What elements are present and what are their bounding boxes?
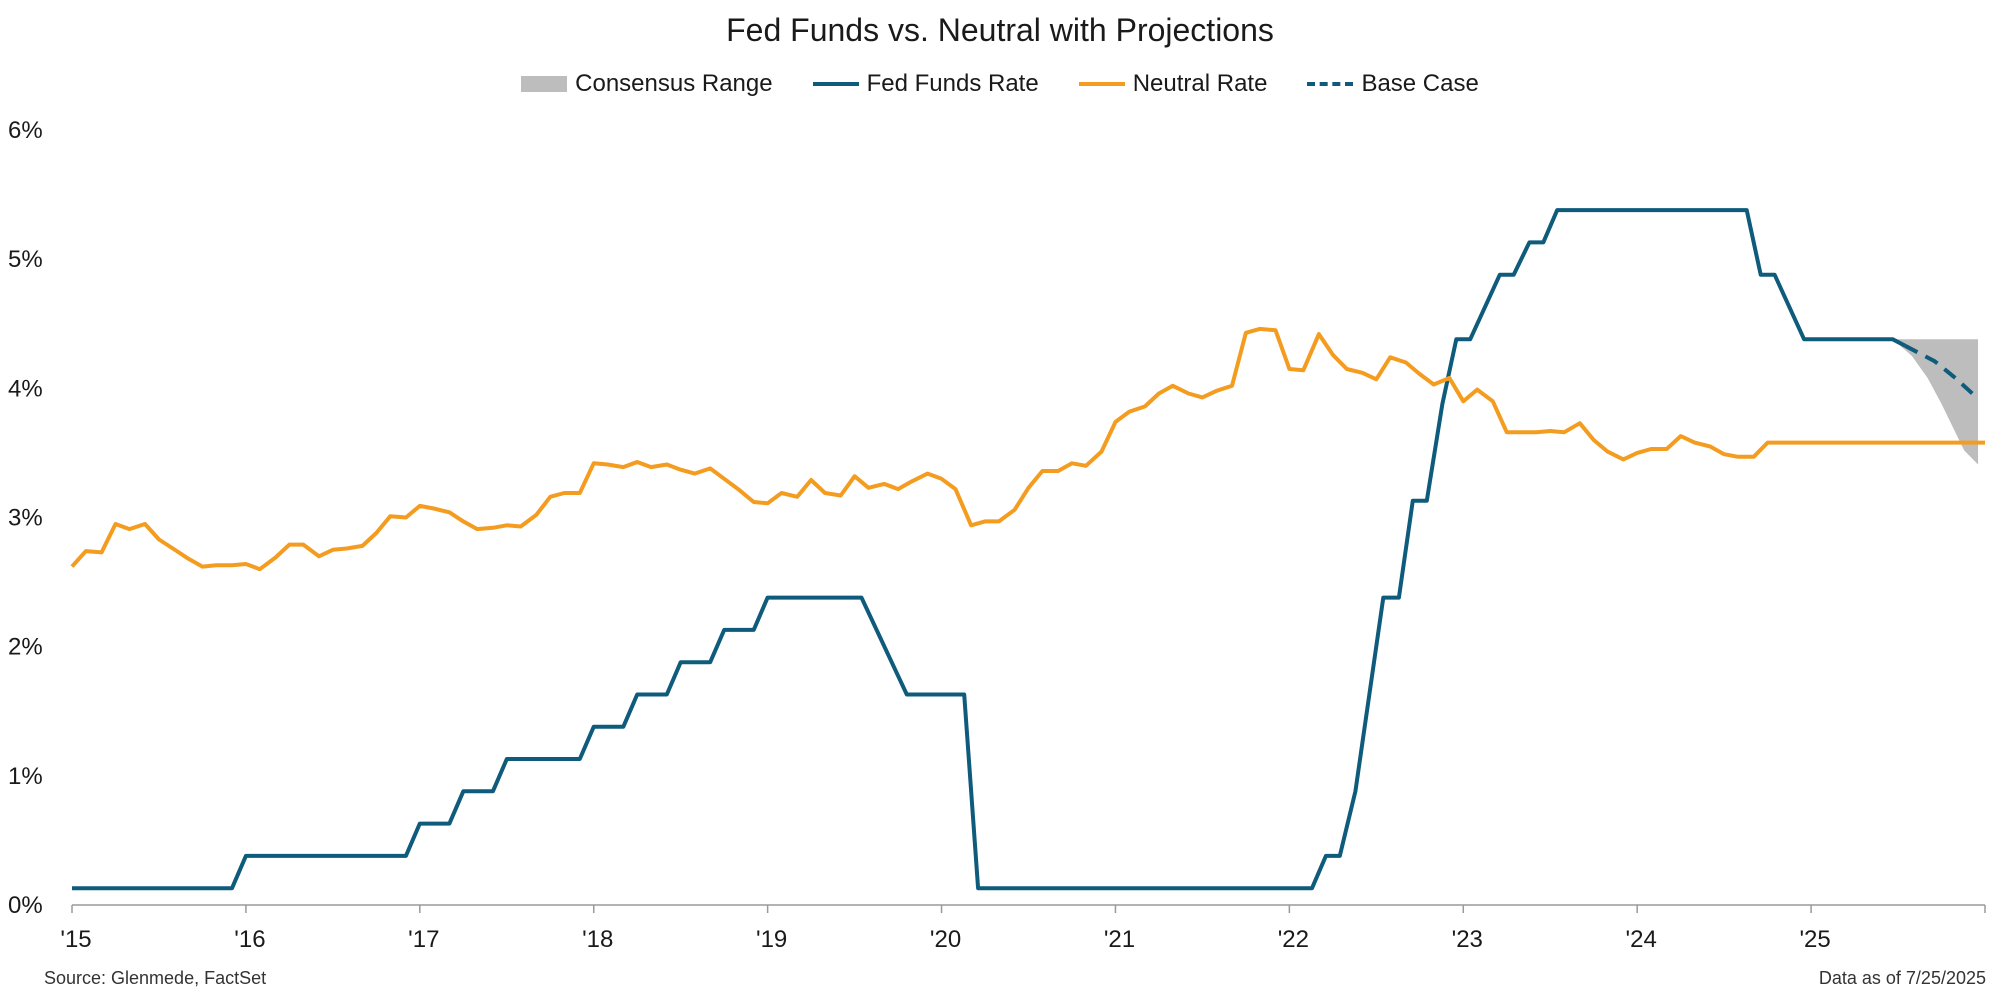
y-tick-label: 3% bbox=[8, 505, 43, 532]
x-tick-label: '16 bbox=[234, 926, 265, 953]
consensus-range-area bbox=[1892, 339, 1979, 465]
neutral-rate-line bbox=[70, 326, 1985, 572]
y-tick-label: 4% bbox=[8, 375, 43, 402]
y-tick-label: 5% bbox=[8, 246, 43, 273]
y-tick-label: 0% bbox=[8, 892, 43, 919]
x-tick-label: '19 bbox=[756, 926, 787, 953]
x-tick-label: '17 bbox=[408, 926, 439, 953]
x-tick-label: '23 bbox=[1452, 926, 1483, 953]
legend-label-neutral-rate: Neutral Rate bbox=[1132, 70, 1268, 97]
y-tick-label: 6% bbox=[8, 117, 43, 144]
legend-swatch-fed-funds-rate bbox=[812, 82, 859, 86]
y-tick-label: 2% bbox=[8, 634, 43, 661]
y-tick-label: 1% bbox=[8, 763, 43, 790]
x-tick-label: '24 bbox=[1626, 926, 1657, 953]
x-tick-label: '21 bbox=[1104, 926, 1135, 953]
x-tick-label: '25 bbox=[1799, 926, 1830, 953]
x-tick-label: '18 bbox=[582, 926, 613, 953]
legend-swatch-base-case bbox=[1307, 82, 1354, 86]
legend-swatch-consensus-range bbox=[521, 76, 568, 92]
legend-swatch-neutral-rate bbox=[1078, 82, 1125, 86]
base-case-line bbox=[1904, 343, 1980, 401]
legend-label-fed-funds-rate: Fed Funds Rate bbox=[866, 70, 1039, 97]
x-tick-label: '15 bbox=[60, 926, 91, 953]
source-note: Source: Glenmede, FactSet bbox=[44, 968, 267, 988]
chart-title: Fed Funds vs. Neutral with Projections bbox=[726, 12, 1274, 48]
x-tick-label: '20 bbox=[930, 926, 961, 953]
legend-item-consensus-range: Consensus Range bbox=[521, 70, 773, 98]
data-as-of-note: Data as of 7/25/2025 bbox=[1818, 968, 1986, 988]
legend-item-fed-funds-rate: Fed Funds Rate bbox=[812, 70, 1039, 98]
legend-label-consensus-range: Consensus Range bbox=[575, 70, 773, 97]
legend: Consensus Range Fed Funds Rate Neutral R… bbox=[0, 70, 2000, 98]
legend-label-base-case: Base Case bbox=[1361, 70, 1479, 97]
fed-funds-rate-line bbox=[72, 208, 1906, 891]
x-tick-label: '22 bbox=[1278, 926, 1309, 953]
legend-item-base-case: Base Case bbox=[1307, 70, 1479, 98]
legend-item-neutral-rate: Neutral Rate bbox=[1078, 70, 1268, 98]
